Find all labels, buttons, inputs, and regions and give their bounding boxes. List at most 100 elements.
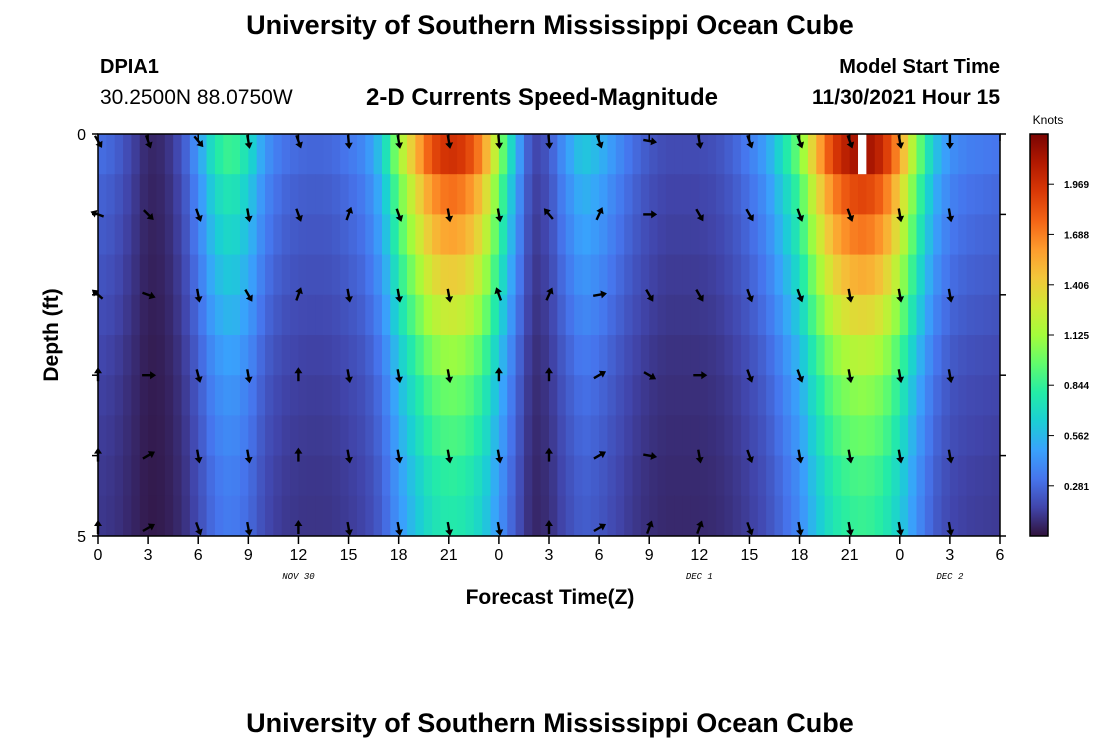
heatmap-cell: [824, 174, 834, 215]
heatmap-cell: [148, 294, 158, 336]
current-arrow: [345, 521, 353, 536]
heatmap-cell: [657, 294, 667, 336]
heatmap-cell: [440, 455, 450, 497]
heatmap-cell: [682, 495, 692, 536]
heatmap-cell: [557, 495, 567, 536]
heatmap-cell: [540, 214, 550, 256]
heatmap-cell: [816, 214, 826, 256]
heatmap-cell: [958, 455, 968, 497]
heatmap-cell: [741, 335, 751, 376]
heatmap-cell: [983, 294, 993, 336]
heatmap-cell: [356, 294, 366, 336]
heatmap-cell: [640, 455, 650, 497]
colorbar-ticks: 0.281 0.562 0.844 1.125 1.406 1.688 1.969: [1048, 180, 1089, 493]
heatmap-cell: [816, 134, 826, 175]
heatmap-cell: [173, 415, 183, 457]
heatmap-cell: [315, 214, 325, 256]
heatmap-cell: [807, 254, 817, 296]
heatmap-cell: [966, 214, 976, 256]
heatmap-cell: [181, 174, 191, 215]
heatmap-cell: [223, 375, 233, 416]
heatmap-cell: [924, 214, 934, 256]
heatmap-cell: [323, 495, 333, 536]
heatmap-cell: [899, 415, 909, 457]
heatmap-cell: [791, 134, 801, 175]
heatmap-cell: [331, 455, 341, 497]
heatmap-cell: [966, 335, 976, 376]
heatmap-cell: [807, 134, 817, 175]
heatmap-cell: [849, 134, 859, 175]
heatmap-cell: [273, 455, 283, 497]
heatmap-cell: [599, 415, 609, 457]
heatmap-cell: [883, 214, 893, 256]
heatmap-cell: [273, 214, 283, 256]
heatmap-cell: [574, 415, 584, 457]
heatmap-cell: [315, 335, 325, 376]
heatmap-cell: [690, 455, 700, 497]
heatmap-cell: [549, 375, 558, 416]
heatmap-cell: [791, 254, 801, 296]
current-arrow: [946, 521, 955, 536]
heatmap-cell: [98, 375, 107, 416]
heatmap-cell: [139, 495, 149, 536]
heatmap-cell: [331, 254, 341, 296]
x-tick-label: 0: [494, 547, 503, 564]
heatmap-cell: [582, 415, 592, 457]
heatmap-cell: [674, 294, 684, 336]
current-arrow: [143, 209, 154, 221]
heatmap-cell: [356, 174, 366, 215]
heatmap-cell: [849, 214, 859, 256]
heatmap-cell: [123, 254, 133, 296]
heatmap-cell: [148, 375, 158, 416]
heatmap-cell: [298, 335, 308, 376]
heatmap-cell: [331, 415, 341, 457]
heatmap-cell: [757, 375, 767, 416]
heatmap-cell: [665, 375, 675, 416]
heatmap-cell: [156, 455, 166, 497]
heatmap-cell: [348, 174, 358, 215]
heatmap-cell: [983, 455, 993, 497]
heatmap-cell: [933, 174, 943, 215]
heatmap-cell: [423, 335, 433, 376]
heatmap-cell: [657, 335, 667, 376]
heatmap-cell: [991, 335, 1000, 376]
heatmap-cell: [899, 335, 909, 376]
heatmap-cell: [615, 495, 625, 536]
heatmap-cell: [557, 174, 567, 215]
heatmap-cell: [315, 294, 325, 336]
heatmap-cell: [173, 134, 183, 175]
heatmap-cell: [131, 254, 141, 296]
heatmap-cell: [323, 214, 333, 256]
heatmap-cell: [407, 294, 416, 336]
heatmap-cell: [991, 495, 1000, 536]
heatmap-cell: [189, 174, 199, 215]
heatmap-cell: [941, 134, 951, 175]
heatmap-cell: [899, 254, 909, 296]
heatmap-cell: [440, 415, 450, 457]
heatmap-cell: [348, 294, 358, 336]
heatmap-cell: [849, 455, 859, 497]
heatmap-cell: [256, 375, 266, 416]
heatmap-cell: [398, 214, 408, 256]
heatmap-cell: [273, 495, 283, 536]
heatmap-cell: [991, 254, 1000, 296]
heatmap-cell: [173, 495, 183, 536]
heatmap-cell: [841, 495, 851, 536]
heatmap-cell: [148, 214, 158, 256]
heatmap-cell: [156, 294, 166, 336]
heatmap-cell: [473, 294, 483, 336]
heatmap-cell: [415, 455, 425, 497]
heatmap-cell: [340, 294, 350, 336]
heatmap-cell: [214, 455, 224, 497]
x-tick-label: 21: [440, 547, 458, 564]
heatmap-cell: [373, 375, 383, 416]
heatmap-cell: [899, 174, 909, 215]
heatmap-cell: [540, 415, 550, 457]
heatmap-cell: [716, 294, 725, 336]
heatmap-cell: [966, 254, 976, 296]
heatmap-cell: [590, 455, 600, 497]
heatmap-cell: [256, 214, 266, 256]
colorbar-label: 0.281: [1064, 482, 1089, 493]
current-arrow: [195, 521, 203, 536]
heatmap-cell: [498, 495, 508, 536]
